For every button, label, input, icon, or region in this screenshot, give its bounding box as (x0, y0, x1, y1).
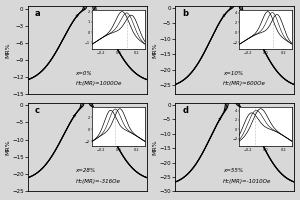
Y-axis label: MR%: MR% (153, 140, 158, 155)
Text: c: c (35, 106, 40, 115)
Text: Hc(MR)=-1010Oe: Hc(MR)=-1010Oe (223, 179, 271, 184)
Text: x=55%: x=55% (223, 168, 243, 173)
Y-axis label: MR%: MR% (6, 140, 10, 155)
Text: x=10%: x=10% (223, 71, 243, 76)
Text: d: d (182, 106, 188, 115)
Y-axis label: MR%: MR% (153, 42, 158, 58)
Text: Hc(MR)=600Oe: Hc(MR)=600Oe (223, 81, 266, 86)
Text: a: a (35, 9, 41, 18)
Text: x=0%: x=0% (76, 71, 92, 76)
Y-axis label: MR%: MR% (6, 42, 10, 58)
Text: Hc(MR)=-316Oe: Hc(MR)=-316Oe (76, 179, 120, 184)
Text: Hc(MR)=1000Oe: Hc(MR)=1000Oe (76, 81, 122, 86)
Text: b: b (182, 9, 188, 18)
Text: x=28%: x=28% (76, 168, 96, 173)
